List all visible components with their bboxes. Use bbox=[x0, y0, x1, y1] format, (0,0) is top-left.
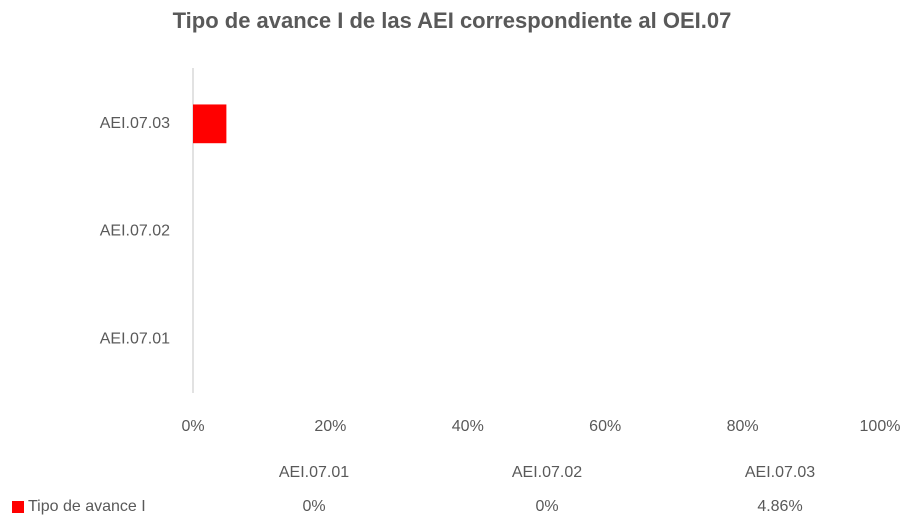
x-tick-label: 0% bbox=[181, 418, 204, 435]
y-tick-label: AEI.07.01 bbox=[100, 330, 170, 347]
x-tick-label: 80% bbox=[727, 418, 759, 435]
table-header: AEI.07.02 bbox=[512, 464, 582, 481]
table-cell: 4.86% bbox=[757, 498, 802, 515]
y-tick-label: AEI.07.03 bbox=[100, 115, 170, 132]
table-header: AEI.07.01 bbox=[279, 464, 349, 481]
y-tick-label: AEI.07.02 bbox=[100, 223, 170, 240]
bar bbox=[193, 104, 227, 144]
table-header: AEI.07.03 bbox=[745, 464, 815, 481]
chart-title: Tipo de avance I de las AEI correspondie… bbox=[173, 8, 732, 33]
table-cell: 0% bbox=[302, 498, 325, 515]
x-tick-label: 60% bbox=[589, 418, 621, 435]
x-tick-label: 40% bbox=[452, 418, 484, 435]
x-tick-label: 20% bbox=[314, 418, 346, 435]
legend-label: Tipo de avance I bbox=[28, 498, 146, 515]
legend-swatch bbox=[12, 501, 24, 513]
table-cell: 0% bbox=[535, 498, 558, 515]
x-tick-label: 100% bbox=[860, 418, 901, 435]
